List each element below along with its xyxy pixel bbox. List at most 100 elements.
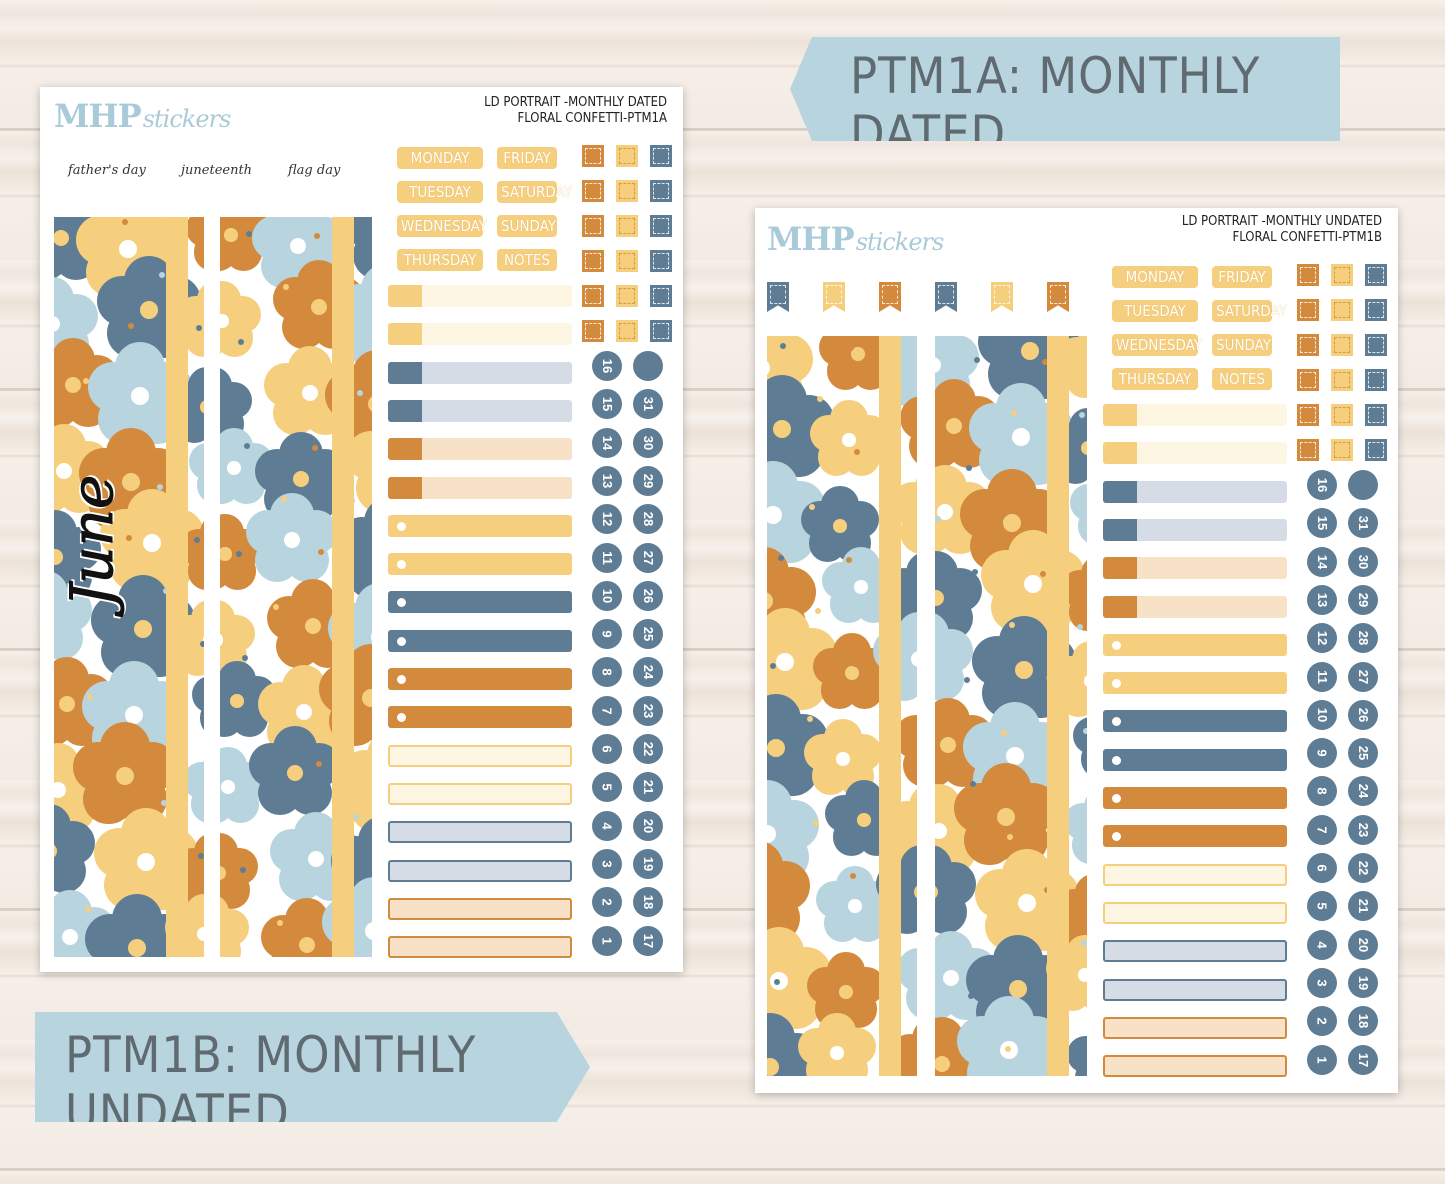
bar-dot xyxy=(397,598,406,608)
petal xyxy=(186,217,204,248)
date-number: 22 xyxy=(1356,860,1371,876)
confetti-dot xyxy=(935,516,941,522)
date-circle: 9 xyxy=(1307,738,1337,769)
petal xyxy=(54,304,72,344)
petal xyxy=(189,442,204,481)
petal xyxy=(199,304,204,338)
confetti-dot xyxy=(1009,622,1015,628)
checkbox-sticker xyxy=(1297,299,1319,321)
confetti-dot xyxy=(809,504,815,510)
date-circle: 8 xyxy=(592,657,622,688)
confetti-dot xyxy=(236,551,242,557)
flower-center xyxy=(220,547,232,561)
flower-center xyxy=(361,688,372,708)
flower-center xyxy=(142,533,162,553)
flower-center xyxy=(54,316,60,332)
checkbox-sticker xyxy=(616,180,638,202)
confetti-dot xyxy=(807,716,813,722)
petal xyxy=(1080,345,1087,379)
floral-strip xyxy=(935,336,1087,1076)
flower-center xyxy=(940,737,956,753)
petal xyxy=(899,639,917,679)
checkbox-sticker xyxy=(650,180,672,202)
bar-tab xyxy=(388,323,422,346)
date-number: 14 xyxy=(1315,554,1330,569)
date-number: 15 xyxy=(1315,516,1330,531)
flower-center xyxy=(767,591,774,611)
confetti-dot xyxy=(355,602,361,608)
date-circle: 15 xyxy=(1307,508,1337,539)
date-number: 29 xyxy=(1356,592,1371,608)
flower-center xyxy=(284,532,300,548)
flower-center xyxy=(115,766,135,786)
petal xyxy=(220,638,223,676)
date-circle: 18 xyxy=(633,887,663,918)
date-circle: 10 xyxy=(1307,699,1337,730)
date-number: 4 xyxy=(1314,940,1330,949)
confetti-dot xyxy=(852,661,858,667)
day-label-sticker: MONDAY xyxy=(1112,266,1198,288)
confetti-dot xyxy=(351,286,357,292)
banner-ptm1b: PTM1B: MONTHLY UNDATED xyxy=(35,1012,590,1122)
checkbox-sticker xyxy=(1365,439,1387,461)
flower-center xyxy=(1078,968,1087,982)
date-circle: 21 xyxy=(633,772,663,803)
confetti-dot xyxy=(357,390,363,396)
petal xyxy=(220,856,236,890)
confetti-dot xyxy=(316,761,322,767)
petal xyxy=(220,319,229,357)
flower-center xyxy=(230,694,244,708)
date-circle: 30 xyxy=(1348,546,1378,577)
flower-center xyxy=(937,504,953,520)
confetti-dot xyxy=(780,343,786,349)
date-circle: 11 xyxy=(592,542,622,573)
bar-sticker xyxy=(1103,633,1287,656)
date-number: 11 xyxy=(1315,669,1330,684)
flower-center xyxy=(1081,441,1087,455)
date-circle: 14 xyxy=(1307,546,1337,577)
petal xyxy=(193,623,204,657)
holiday-label: flag day xyxy=(288,163,341,178)
petal xyxy=(1068,958,1087,992)
flower-center xyxy=(130,386,150,406)
confetti-dot xyxy=(275,392,281,398)
date-circle: 13 xyxy=(592,465,622,496)
bar-dot xyxy=(397,713,406,723)
checkbox-sticker xyxy=(1331,334,1353,356)
checkbox-sticker xyxy=(650,215,672,237)
petal xyxy=(1071,431,1087,465)
date-number: 21 xyxy=(641,780,656,795)
flower-center xyxy=(308,851,324,867)
flower-center xyxy=(1020,341,1040,361)
holiday-label: juneteenth xyxy=(181,163,253,178)
bar-dot xyxy=(397,675,406,684)
flower-center xyxy=(136,852,156,872)
bar-sticker xyxy=(388,361,572,384)
sticker-sheet-dated: MHPstickers LD PORTRAIT -MONTHLY DATED F… xyxy=(40,87,683,972)
day-label-sticker: FRIDAY xyxy=(497,147,557,169)
petal xyxy=(935,578,956,618)
date-circle: 19 xyxy=(633,848,663,879)
bar-dot xyxy=(1112,832,1121,842)
logo-cursive: stickers xyxy=(142,105,232,133)
flower-center xyxy=(857,813,871,827)
date-number: 16 xyxy=(600,358,615,374)
confetti-dot xyxy=(89,482,95,488)
flower-center xyxy=(1014,660,1034,680)
date-circle: 25 xyxy=(633,619,663,650)
date-circle: 20 xyxy=(1348,929,1378,960)
date-circle: 26 xyxy=(633,580,663,611)
confetti-dot xyxy=(1081,940,1087,946)
flower-center xyxy=(302,385,318,401)
date-number: 20 xyxy=(1356,937,1371,952)
flower-center xyxy=(311,299,327,315)
confetti-dot xyxy=(1077,624,1083,630)
date-number: 27 xyxy=(1356,669,1371,684)
date-circle: 2 xyxy=(1307,1006,1337,1037)
flower-center xyxy=(767,505,783,525)
day-label-sticker: MONDAY xyxy=(397,147,483,169)
petal xyxy=(897,948,917,993)
bar-tab xyxy=(1103,480,1137,503)
date-number: 2 xyxy=(1314,1017,1330,1025)
checkbox-sticker xyxy=(1297,439,1319,461)
